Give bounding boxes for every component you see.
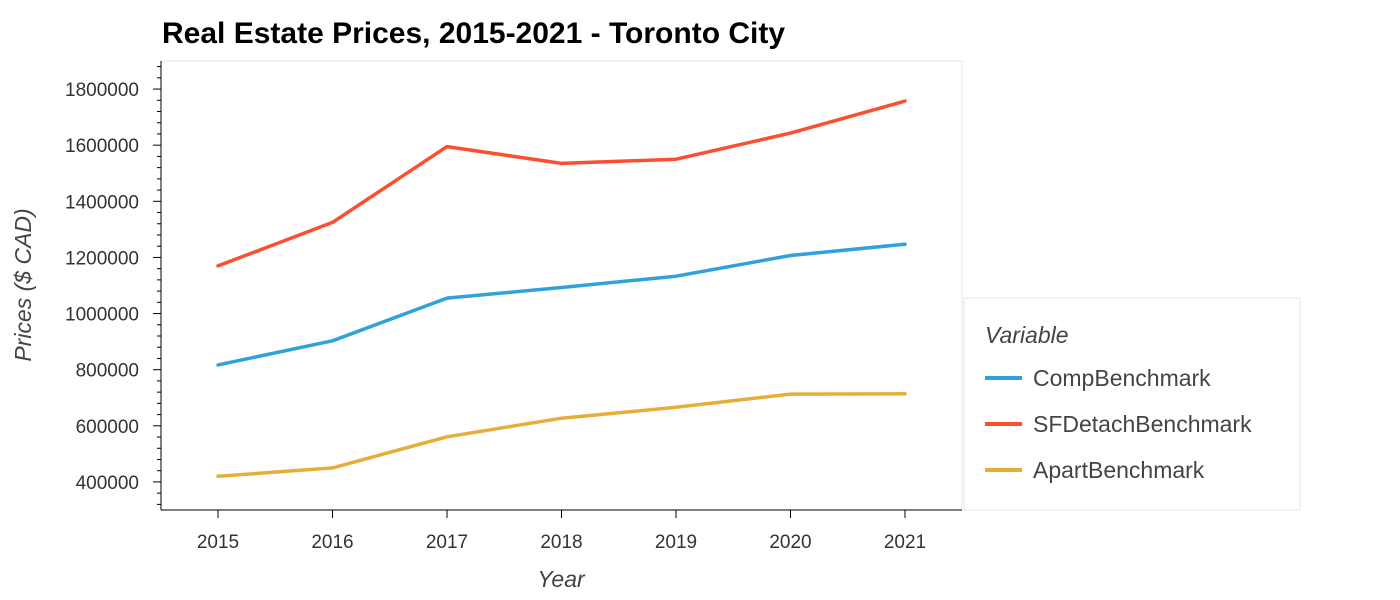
- y-tick-label: 1800000: [65, 80, 139, 101]
- y-tick-label: 1200000: [65, 248, 139, 269]
- y-tick-label: 1600000: [65, 136, 139, 157]
- legend-title: Variable: [985, 322, 1069, 348]
- series-line-sfdetachbenchmark: [216, 99, 907, 268]
- x-axis-label: Year: [537, 566, 586, 592]
- x-tick-label: 2017: [426, 532, 468, 553]
- y-tick-label: 600000: [76, 417, 139, 438]
- legend-box: [963, 297, 1301, 511]
- x-tick-label: 2016: [311, 532, 353, 553]
- series-line-compbenchmark: [216, 242, 907, 367]
- legend: Variable CompBenchmark SFDetachBenchmark A…: [963, 297, 1301, 511]
- x-tick-label: 2015: [197, 532, 239, 553]
- plot-area: [160, 60, 963, 511]
- legend-item-label: CompBenchmark: [1033, 365, 1211, 391]
- series-line-apartbenchmark: [216, 392, 907, 479]
- chart-title: Real Estate Prices, 2015-2021 - Toronto …: [162, 17, 785, 50]
- y-axis-label: Prices ($ CAD): [10, 208, 36, 361]
- legend-item-label: SFDetachBenchmark: [1033, 411, 1252, 437]
- series-lines: [216, 99, 907, 479]
- x-tick-label: 2018: [540, 532, 582, 553]
- legend-item-label: ApartBenchmark: [1033, 457, 1205, 483]
- y-tick-label: 1400000: [65, 192, 139, 213]
- y-axis: 400000 600000 800000 1000000 1200000 1400000 1…: [65, 61, 162, 510]
- y-tick-label: 1000000: [65, 305, 139, 326]
- y-tick-label: 400000: [76, 473, 139, 494]
- x-tick-label: 2021: [884, 532, 926, 553]
- x-tick-label: 2019: [655, 532, 697, 553]
- x-axis: 2015 2016 2017 2018 2019 2020 2021: [161, 509, 962, 553]
- x-tick-label: 2020: [769, 532, 811, 553]
- y-tick-label: 800000: [76, 361, 139, 382]
